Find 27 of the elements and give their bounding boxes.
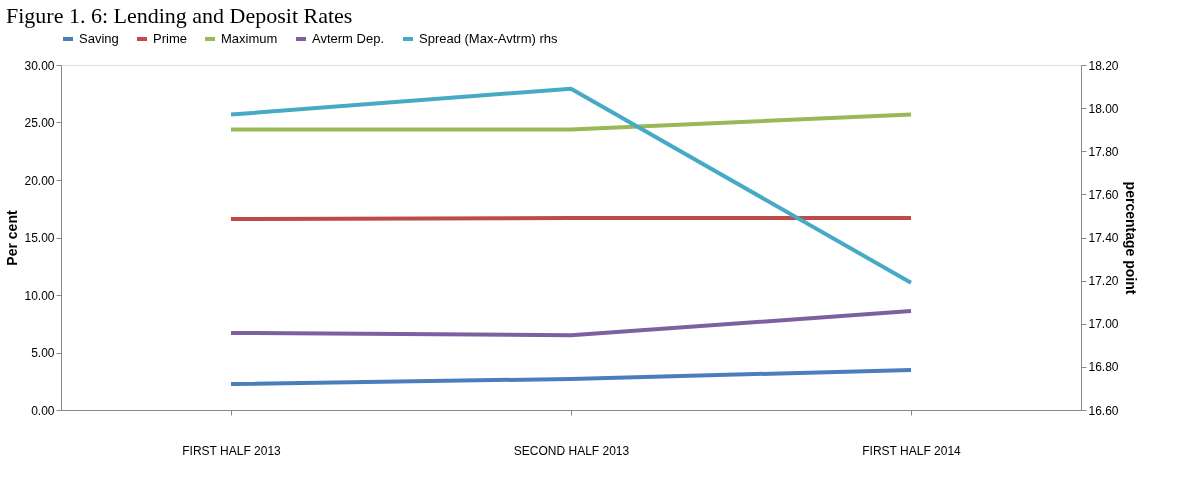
y2-tick-label: 17.00 [1088,317,1119,332]
legend-label: Maximum [221,31,278,46]
y2-tick-label: 18.20 [1088,58,1119,73]
y-tick-label: 15.00 [24,231,55,245]
y2-tick-label: 18.00 [1088,101,1119,116]
y2-tick-label: 17.40 [1088,231,1119,245]
legend-label: Prime [153,31,187,46]
x-tick-label: FIRST HALF 2014 [862,443,962,458]
y-tick-label: 10.00 [24,288,55,303]
x-tick-label: SECOND HALF 2013 [513,443,630,458]
legend-label: Avterm Dep. [312,31,385,46]
y2-tick-label: 17.80 [1088,144,1119,159]
chart-title: Figure 1. 6: Lending and Deposit Rates [5,3,353,28]
x-tick-label: FIRST HALF 2013 [182,443,282,458]
y2-tick-label: 16.60 [1088,403,1119,418]
y-axis-title: Per cent [4,210,21,266]
legend-label: Saving [79,31,119,46]
y2-axis-title: percentage point [1122,181,1139,295]
y-tick-label: 0.00 [31,403,55,418]
y2-tick-label: 17.20 [1088,274,1119,289]
y-tick-label: 20.00 [24,173,55,188]
y2-tick-label: 16.80 [1088,360,1119,375]
y-tick-label: 5.00 [31,346,55,360]
legend-label: Spread (Max-Avtrm) rhs [419,31,558,46]
y-tick-label: 30.00 [24,58,55,73]
y-tick-label: 25.00 [24,116,55,130]
y2-tick-label: 17.60 [1088,187,1119,202]
